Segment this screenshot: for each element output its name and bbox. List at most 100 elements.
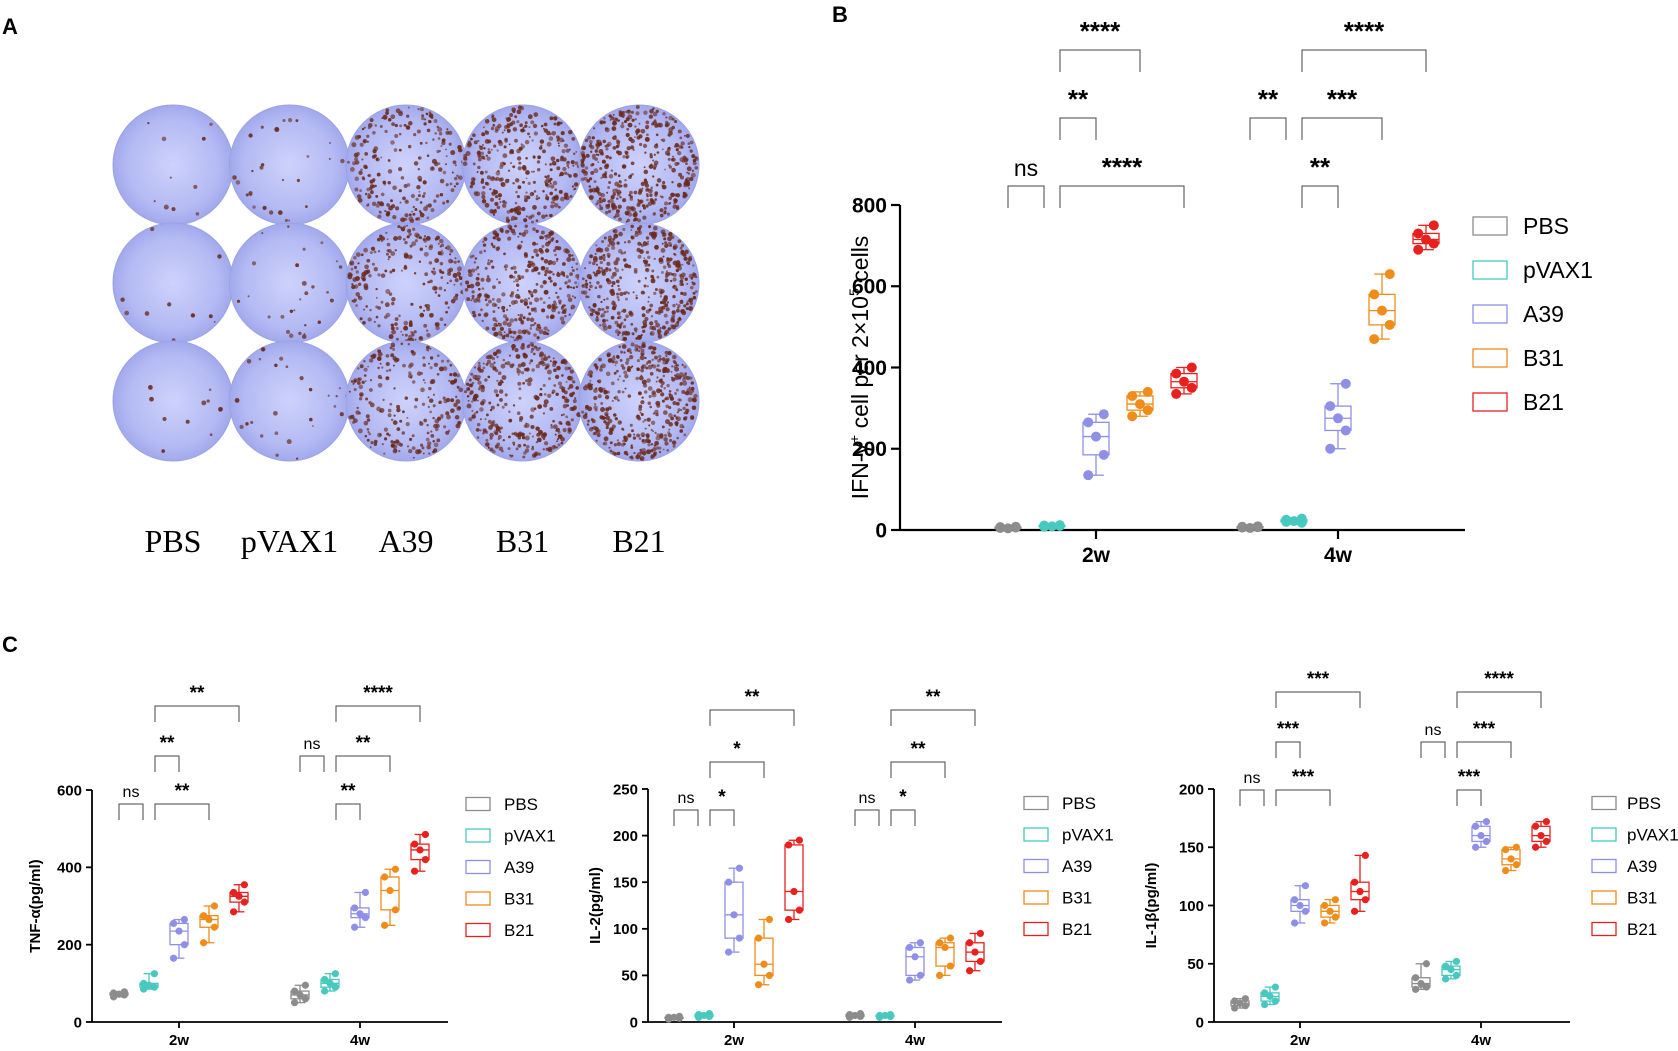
- significance-label: ns: [1425, 722, 1442, 739]
- well-spot: [609, 441, 613, 445]
- well-spot: [402, 363, 406, 368]
- well-spot: [487, 375, 491, 379]
- legend-swatch-b31: [1023, 890, 1049, 905]
- well-spot: [666, 270, 668, 273]
- well-spot: [350, 273, 354, 277]
- well-spot: [499, 165, 504, 170]
- well-spot: [273, 410, 278, 416]
- well-spot: [436, 438, 441, 443]
- well-spot: [363, 420, 369, 426]
- well-spot: [355, 292, 360, 297]
- well-spot: [410, 330, 414, 334]
- well-spot: [517, 246, 522, 250]
- well-spot: [163, 204, 169, 210]
- data-point-a39: [916, 971, 925, 980]
- y-axis-label-part: IFN-γ: [847, 443, 873, 500]
- well-spot: [419, 247, 424, 251]
- well-spot: [627, 347, 632, 353]
- well-spot: [371, 201, 377, 207]
- well-spot: [218, 406, 223, 412]
- well-spot: [497, 169, 500, 173]
- well-spot: [528, 312, 532, 316]
- well-spot: [480, 151, 484, 155]
- well-spot: [591, 153, 597, 159]
- well-spot: [442, 396, 446, 400]
- well-spot: [364, 152, 369, 156]
- well-spot: [559, 287, 562, 290]
- legend-swatch-b21: [1472, 392, 1508, 412]
- well-spot: [643, 284, 647, 288]
- well-spot: [661, 148, 664, 151]
- well-spot: [680, 244, 685, 248]
- data-point-pvax1: [331, 970, 339, 978]
- legend-label-a39: A39: [504, 858, 534, 877]
- well-spot: [514, 318, 518, 322]
- data-point-pvax1: [1452, 971, 1460, 980]
- well-spot: [674, 253, 677, 257]
- well-spot: [666, 152, 671, 157]
- well-spot: [635, 454, 641, 460]
- data-point-pvax1: [1266, 992, 1274, 1000]
- well-spot: [617, 150, 622, 156]
- well-spot: [641, 439, 645, 443]
- well-spot: [421, 194, 426, 198]
- well-spot: [660, 289, 665, 294]
- well-spot: [655, 133, 659, 137]
- well-spot: [406, 416, 409, 419]
- well-spot: [594, 272, 598, 277]
- well-spot: [597, 247, 602, 252]
- well-spot: [585, 279, 588, 282]
- well-spot: [329, 298, 334, 303]
- well-spot: [617, 174, 621, 177]
- well-spot: [477, 150, 481, 155]
- well-spot: [582, 155, 586, 160]
- well-spot: [413, 405, 418, 409]
- well-spot: [663, 437, 668, 442]
- well-spot: [527, 381, 532, 387]
- well-spot: [600, 300, 603, 304]
- well-spot: [584, 267, 587, 270]
- well-spot: [394, 448, 398, 452]
- well-spot: [581, 145, 586, 151]
- well-spot: [161, 136, 167, 142]
- well-spot: [586, 423, 590, 426]
- well-spot: [598, 149, 604, 154]
- well-spot: [398, 148, 402, 152]
- data-point-a39: [1340, 425, 1351, 436]
- box-b21: [1170, 372, 1198, 389]
- well-spot: [288, 219, 291, 222]
- well-spot: [676, 411, 679, 414]
- well-spot: [532, 241, 537, 246]
- well-spot: [535, 426, 540, 431]
- well-spot: [390, 418, 394, 422]
- well-spot: [535, 441, 539, 444]
- well-spot: [536, 160, 541, 164]
- well-spot: [524, 198, 528, 203]
- well-spot: [606, 252, 611, 257]
- well-spot: [338, 265, 343, 269]
- well-spot: [603, 310, 607, 314]
- well-spot: [390, 440, 394, 444]
- well-spot: [490, 259, 493, 263]
- well-spot: [605, 415, 610, 421]
- well-spot: [400, 227, 406, 232]
- well-spot: [395, 108, 401, 114]
- data-point-pvax1: [1054, 520, 1065, 531]
- well-spot: [630, 235, 634, 239]
- data-point-b21: [230, 908, 238, 916]
- well-spot: [652, 111, 658, 117]
- well-spot: [563, 143, 568, 148]
- well-spot: [434, 132, 437, 135]
- well-spot: [620, 321, 624, 325]
- data-point-b21: [416, 846, 424, 854]
- well-spot: [398, 314, 401, 318]
- well-spot: [311, 425, 314, 427]
- y-tick-label: 250: [613, 781, 638, 798]
- data-point-b31: [381, 873, 389, 881]
- well-spot: [509, 208, 514, 213]
- well-spot: [618, 184, 623, 188]
- data-point-pvax1: [700, 1011, 708, 1020]
- well-spot: [516, 289, 519, 292]
- well-spot: [592, 271, 596, 274]
